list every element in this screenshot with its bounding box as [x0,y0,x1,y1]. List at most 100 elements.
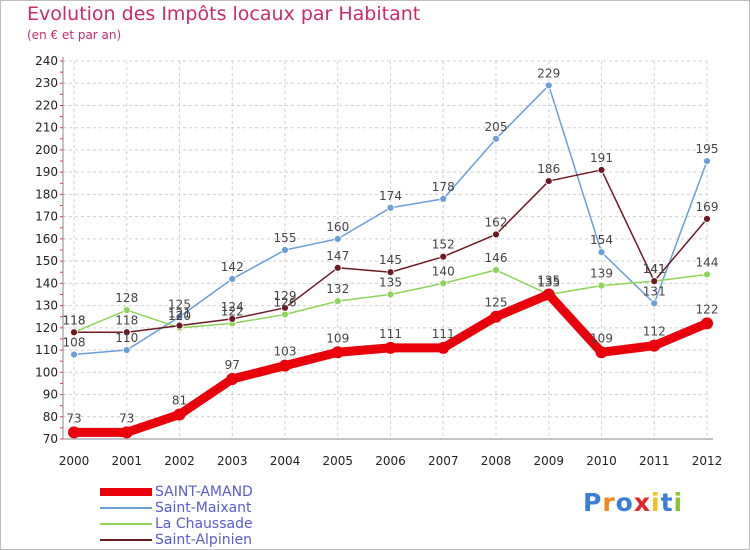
y-tick-label: 220 [35,98,58,112]
y-tick-label: 70 [43,432,58,446]
data-label: 126 [274,295,297,309]
x-tick-label: 2004 [270,454,301,468]
x-tick-label: 2006 [375,454,406,468]
axes: 7080901001101201301401501601701801902002… [35,54,722,468]
data-point [439,252,448,261]
data-point [597,248,606,257]
data-label: 174 [379,189,402,203]
data-label: 125 [485,296,508,310]
data-point [228,315,237,323]
data-point [703,214,711,223]
data-point [703,270,711,279]
data-label: 152 [432,238,455,252]
data-label: 146 [485,251,508,265]
y-tick-label: 180 [35,187,58,201]
proxiti-logo: Proxiti [583,488,683,517]
data-label: 81 [172,394,187,408]
chart-subtitle: (en € et par an) [27,28,122,42]
x-tick-label: 2009 [533,454,564,468]
data-label: 195 [696,142,719,156]
data-label: 73 [119,411,134,425]
logo-letter: r [602,488,616,517]
legend-label: Saint-Alpinien [155,532,252,548]
x-tick-label: 2007 [428,454,459,468]
data-label: 131 [643,284,666,298]
data-point [122,346,131,354]
data-point [281,310,289,319]
data-label: 135 [379,275,402,289]
logo-letter: i [673,488,684,517]
data-label: 178 [432,180,455,194]
data-label: 205 [485,120,508,134]
data-point [122,328,131,337]
y-tick-label: 90 [43,388,58,402]
y-tick-label: 170 [35,210,58,224]
data-point [492,266,500,274]
y-tick-label: 110 [35,343,58,357]
data-label: 169 [696,200,719,214]
logo-letter: o [615,488,634,517]
x-tick-label: 2012 [692,454,723,468]
data-point [226,372,239,385]
data-point [331,346,344,359]
y-tick-label: 130 [35,299,58,313]
logo-letter: P [583,488,603,517]
legend-swatch-saint-maixant [100,507,152,509]
y-tick-label: 150 [35,254,58,268]
data-label: 139 [590,267,613,281]
data-label: 129 [274,289,297,303]
data-point [595,346,608,359]
data-point [650,299,659,308]
data-point [175,321,184,330]
data-point [333,297,342,306]
data-point [490,310,502,323]
data-point [175,312,184,321]
data-label: 103 [274,345,297,359]
x-tick-label: 2010 [586,454,617,468]
data-label: 142 [221,260,244,274]
data-label: 135 [537,275,560,289]
data-point [333,263,342,272]
data-point [701,317,713,330]
data-label: 109 [590,331,613,345]
logo-letter: t [660,488,674,517]
data-point [384,341,397,354]
data-point [492,134,500,143]
data-point [386,290,395,299]
y-tick-label: 160 [35,232,58,246]
data-point [173,408,186,421]
data-point [544,81,553,90]
y-tick-label: 230 [35,76,58,90]
data-point [439,194,448,203]
data-label: 122 [221,304,244,318]
data-label: 125 [168,298,191,312]
legend-label: La Chaussade [155,516,253,532]
series [68,81,713,439]
data-point [439,279,448,288]
data-label: 141 [643,262,666,276]
data-label: 108 [63,336,86,350]
x-tick-label: 2001 [111,454,142,468]
data-label: 155 [274,231,297,245]
data-point [386,268,395,277]
x-tick-label: 2005 [322,454,353,468]
data-point [386,203,395,212]
data-point [703,157,711,165]
data-label: 118 [63,313,86,327]
data-label: 140 [432,264,455,278]
data-label: 128 [115,291,138,305]
legend-swatch-la-chaussade [100,523,152,525]
data-label: 145 [379,253,402,267]
y-tick-label: 100 [35,365,58,379]
x-tick-label: 2002 [164,454,195,468]
data-label: 112 [643,325,666,339]
data-label: 132 [326,282,349,296]
data-point [437,341,450,354]
data-label: 154 [590,233,613,247]
data-point [281,246,289,254]
data-label: 135 [537,273,560,287]
data-label: 229 [537,66,560,80]
data-label: 147 [326,249,349,263]
data-label: 141 [643,262,666,276]
